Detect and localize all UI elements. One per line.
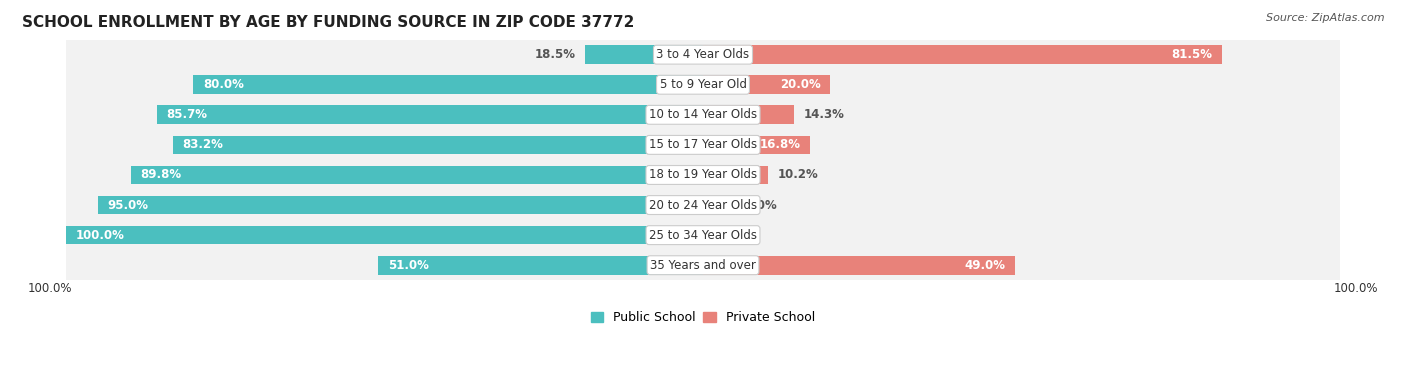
- Bar: [131, 166, 703, 184]
- Text: 20.0%: 20.0%: [780, 78, 821, 91]
- Text: SCHOOL ENROLLMENT BY AGE BY FUNDING SOURCE IN ZIP CODE 37772: SCHOOL ENROLLMENT BY AGE BY FUNDING SOUR…: [22, 15, 634, 30]
- Text: 51.0%: 51.0%: [388, 259, 429, 272]
- Bar: [157, 106, 703, 124]
- Bar: [703, 45, 1222, 64]
- Bar: [66, 100, 1340, 130]
- Text: 25 to 34 Year Olds: 25 to 34 Year Olds: [650, 228, 756, 242]
- Bar: [66, 190, 1340, 220]
- Bar: [66, 250, 1340, 280]
- Bar: [66, 70, 1340, 100]
- Text: 95.0%: 95.0%: [107, 199, 149, 211]
- Bar: [98, 196, 703, 215]
- Text: 80.0%: 80.0%: [202, 78, 243, 91]
- Text: 14.3%: 14.3%: [804, 108, 845, 121]
- Legend: Public School, Private School: Public School, Private School: [586, 306, 820, 329]
- Text: 18 to 19 Year Olds: 18 to 19 Year Olds: [650, 169, 756, 181]
- Text: 100.0%: 100.0%: [76, 228, 124, 242]
- Bar: [66, 220, 1340, 250]
- Text: 16.8%: 16.8%: [759, 138, 800, 152]
- Bar: [194, 75, 703, 94]
- Bar: [703, 106, 794, 124]
- Text: 3 to 4 Year Olds: 3 to 4 Year Olds: [657, 48, 749, 61]
- Text: 85.7%: 85.7%: [167, 108, 208, 121]
- Bar: [703, 196, 735, 215]
- Text: 89.8%: 89.8%: [141, 169, 181, 181]
- Bar: [66, 130, 1340, 160]
- Text: 18.5%: 18.5%: [534, 48, 575, 61]
- Text: 20 to 24 Year Olds: 20 to 24 Year Olds: [650, 199, 756, 211]
- Bar: [703, 166, 768, 184]
- Text: 10.2%: 10.2%: [778, 169, 818, 181]
- Text: 15 to 17 Year Olds: 15 to 17 Year Olds: [650, 138, 756, 152]
- Bar: [378, 256, 703, 274]
- Bar: [66, 226, 703, 244]
- Bar: [173, 136, 703, 154]
- Text: 0.0%: 0.0%: [713, 228, 745, 242]
- Text: Source: ZipAtlas.com: Source: ZipAtlas.com: [1267, 13, 1385, 23]
- Text: 100.0%: 100.0%: [28, 282, 72, 295]
- Bar: [66, 160, 1340, 190]
- Text: 81.5%: 81.5%: [1171, 48, 1212, 61]
- Text: 5.0%: 5.0%: [744, 199, 778, 211]
- Text: 35 Years and over: 35 Years and over: [650, 259, 756, 272]
- Bar: [703, 75, 831, 94]
- Text: 5 to 9 Year Old: 5 to 9 Year Old: [659, 78, 747, 91]
- Bar: [703, 136, 810, 154]
- Bar: [66, 40, 1340, 70]
- Bar: [703, 256, 1015, 274]
- Bar: [585, 45, 703, 64]
- Text: 10 to 14 Year Olds: 10 to 14 Year Olds: [650, 108, 756, 121]
- Text: 83.2%: 83.2%: [183, 138, 224, 152]
- Text: 100.0%: 100.0%: [1334, 282, 1378, 295]
- Text: 49.0%: 49.0%: [965, 259, 1005, 272]
